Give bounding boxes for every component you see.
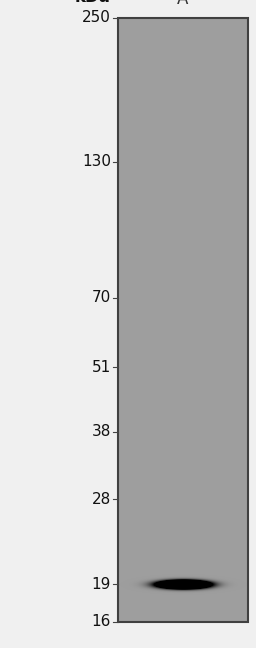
Text: 16: 16 — [92, 614, 111, 629]
Text: 250: 250 — [82, 10, 111, 25]
Text: A: A — [177, 0, 189, 8]
Text: 51: 51 — [92, 360, 111, 375]
Bar — [118, 18, 248, 622]
Text: kDa: kDa — [75, 0, 111, 6]
Text: 130: 130 — [82, 154, 111, 169]
Text: 70: 70 — [92, 290, 111, 305]
Text: 19: 19 — [92, 577, 111, 592]
Text: 38: 38 — [92, 424, 111, 439]
Text: 28: 28 — [92, 492, 111, 507]
